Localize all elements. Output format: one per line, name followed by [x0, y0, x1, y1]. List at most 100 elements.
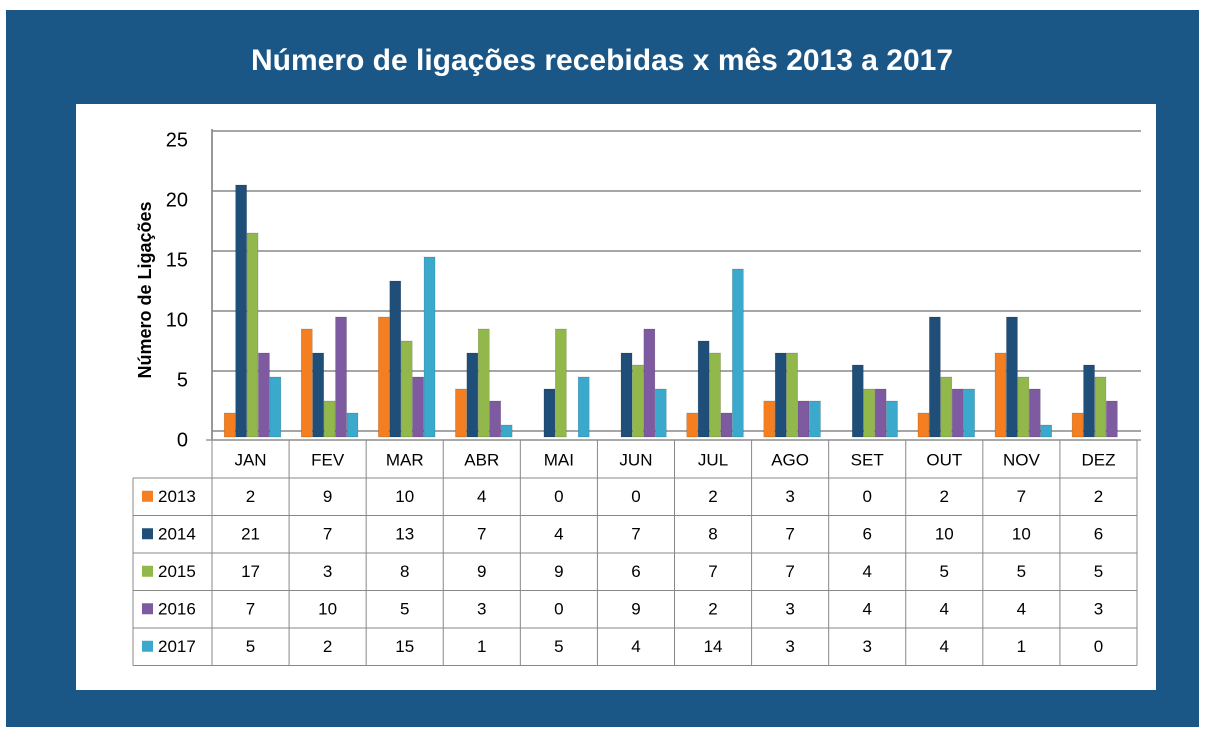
table-value: 15 — [395, 637, 414, 656]
x-tick-label: FEV — [311, 450, 345, 469]
bar — [1083, 364, 1095, 438]
table-value: 10 — [935, 525, 954, 544]
bar — [412, 376, 424, 438]
table-value: 13 — [395, 525, 414, 544]
table-value: 0 — [1094, 637, 1103, 656]
table-value: 10 — [1012, 525, 1031, 544]
table-value: 2 — [323, 637, 332, 656]
bar — [258, 352, 270, 438]
table-value: 0 — [631, 487, 640, 506]
table-value: 3 — [785, 637, 794, 656]
bar — [643, 328, 656, 438]
table-value: 6 — [862, 525, 871, 544]
bar — [655, 388, 667, 438]
bar — [929, 316, 941, 438]
bar — [423, 256, 436, 438]
bar — [632, 364, 644, 438]
x-tick-label: NOV — [1003, 450, 1041, 469]
y-tick-label: 20 — [166, 189, 188, 211]
bar — [732, 268, 744, 438]
table-value: 1 — [477, 637, 486, 656]
x-tick-label: OUT — [926, 450, 962, 469]
x-tick-label: MAI — [544, 450, 574, 469]
bar — [774, 352, 787, 438]
table-value: 3 — [785, 600, 794, 619]
table-value: 5 — [1094, 562, 1103, 581]
bar — [852, 364, 864, 438]
bar — [269, 376, 282, 438]
x-tick-label: JUN — [619, 450, 652, 469]
table-value: 7 — [708, 562, 717, 581]
y-tick-label: 25 — [166, 129, 188, 151]
legend-label: 2017 — [158, 637, 196, 656]
table-value: 14 — [704, 637, 723, 656]
x-tick-label: DEZ — [1081, 450, 1115, 469]
table-value: 3 — [785, 487, 794, 506]
table-value: 5 — [246, 637, 255, 656]
bar — [720, 412, 733, 438]
table-value: 4 — [940, 600, 949, 619]
table-value: 3 — [862, 637, 871, 656]
table-value: 5 — [1017, 562, 1026, 581]
bar — [301, 328, 313, 438]
bar — [994, 352, 1007, 438]
bar — [335, 316, 347, 438]
x-tick-label: MAR — [386, 450, 424, 469]
bar — [797, 400, 810, 438]
table-value: 17 — [241, 562, 260, 581]
bar — [478, 328, 490, 438]
table-value: 4 — [477, 487, 486, 506]
table-value: 5 — [554, 637, 563, 656]
bar — [1017, 376, 1030, 438]
legend-swatch — [142, 528, 153, 540]
table-value: 1 — [1017, 637, 1026, 656]
bar — [455, 388, 467, 438]
y-tick-label: 0 — [177, 429, 188, 451]
bar — [963, 388, 975, 438]
bar — [223, 412, 236, 438]
bar — [709, 352, 721, 438]
bar — [809, 400, 821, 438]
bar — [1106, 400, 1118, 438]
table-value: 3 — [323, 562, 332, 581]
x-tick-label: SET — [851, 450, 884, 469]
legend-label: 2016 — [158, 600, 196, 619]
table-value: 7 — [785, 525, 794, 544]
bar — [389, 280, 402, 438]
bar — [917, 412, 930, 438]
bar — [686, 412, 698, 438]
bar — [1071, 412, 1084, 438]
table-value: 2 — [708, 600, 717, 619]
table-value: 6 — [631, 562, 640, 581]
bar — [874, 388, 887, 438]
x-tick-label: JUL — [698, 450, 728, 469]
table-value: 3 — [477, 600, 486, 619]
bar — [940, 376, 953, 438]
table-value: 9 — [323, 487, 332, 506]
bar — [951, 388, 964, 438]
legend-swatch — [142, 565, 153, 577]
table-value: 4 — [862, 562, 871, 581]
bar — [697, 340, 710, 438]
x-tick-label: ABR — [464, 450, 499, 469]
table-value: 7 — [477, 525, 486, 544]
bar — [886, 400, 898, 438]
table-value: 8 — [400, 562, 409, 581]
table-value: 3 — [1094, 600, 1103, 619]
bar — [763, 400, 776, 438]
bar — [235, 184, 247, 438]
table-value: 0 — [554, 600, 563, 619]
table-value: 2 — [940, 487, 949, 506]
legend-label: 2015 — [158, 562, 196, 581]
table-value: 10 — [395, 487, 414, 506]
table-value: 9 — [477, 562, 486, 581]
table-value: 0 — [554, 487, 563, 506]
table-value: 7 — [631, 525, 640, 544]
x-tick-label: AGO — [771, 450, 809, 469]
table-value: 8 — [708, 525, 717, 544]
bar — [466, 352, 479, 438]
bar — [312, 352, 324, 438]
table-value: 4 — [554, 525, 563, 544]
table-value: 4 — [631, 637, 640, 656]
